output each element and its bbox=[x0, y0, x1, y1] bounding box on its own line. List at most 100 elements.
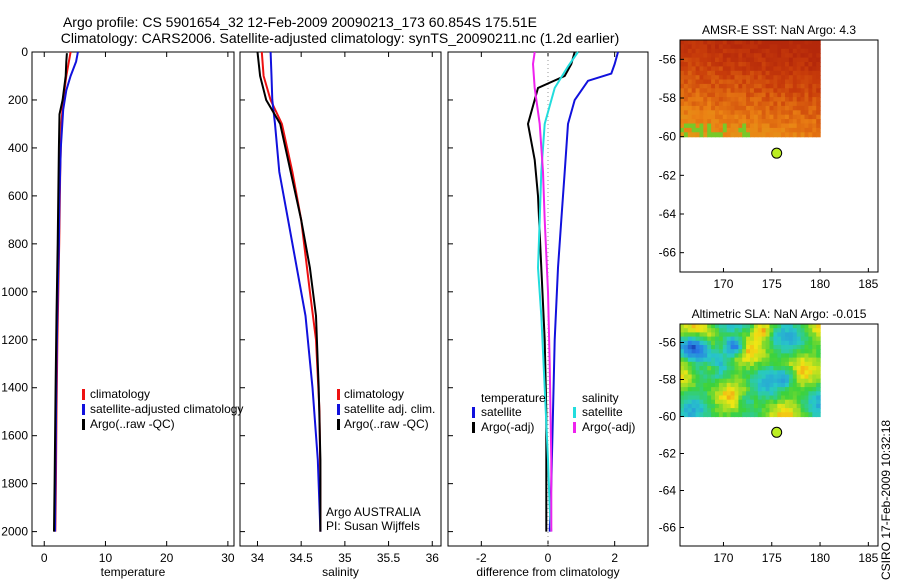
sst-heat-cell bbox=[738, 44, 743, 50]
sst-heat-cell bbox=[738, 105, 743, 111]
sst-heat-cell bbox=[746, 40, 751, 45]
sla-heat-cell bbox=[699, 382, 704, 388]
sla-heat-cell bbox=[773, 374, 778, 380]
sla-heat-cell bbox=[730, 382, 736, 388]
sst-heat-cell bbox=[750, 75, 755, 81]
sla-heat-cell bbox=[718, 378, 724, 384]
sla-heat-cell bbox=[804, 336, 809, 342]
sla-heat-cell bbox=[769, 391, 774, 397]
sst-heat-cell bbox=[726, 114, 732, 120]
sla-heat-cell bbox=[761, 408, 767, 413]
sst-heat-cell bbox=[734, 110, 739, 116]
sla-heat-cell bbox=[804, 340, 809, 346]
sst-heat-cell bbox=[715, 66, 720, 72]
sst-heat-cell bbox=[812, 105, 817, 111]
sst-heat-cell bbox=[812, 127, 817, 133]
sla-heat-cell bbox=[777, 349, 782, 354]
sst-heat-cell bbox=[765, 70, 771, 76]
sst-heat-cell bbox=[730, 88, 736, 94]
sst-heat-cell bbox=[781, 83, 786, 89]
sst-heat-cell bbox=[816, 97, 821, 103]
sst-heat-cell bbox=[734, 123, 739, 129]
sst-heat-cell bbox=[750, 66, 755, 72]
sst-heat-cell bbox=[699, 123, 704, 129]
sst-heat-cell bbox=[765, 83, 771, 89]
sla-heat-cell bbox=[711, 361, 716, 367]
sst-heat-cell bbox=[753, 88, 759, 94]
sst-heat-cell bbox=[715, 123, 720, 129]
sla-heat-cell bbox=[707, 357, 712, 363]
sla-heat-cell bbox=[765, 395, 771, 401]
sst-heat-cell bbox=[687, 101, 693, 107]
sst-heat-cell bbox=[796, 119, 802, 125]
sla-heat-cell bbox=[765, 399, 771, 405]
sst-heat-cell bbox=[773, 44, 778, 50]
temperature-xtick-label: 10 bbox=[99, 551, 113, 565]
sla-heat-cell bbox=[769, 382, 774, 388]
sla-heat-cell bbox=[757, 395, 763, 401]
sst-heat-cell bbox=[781, 79, 786, 85]
sla-heat-cell bbox=[687, 378, 693, 384]
sst-heat-cell bbox=[765, 127, 771, 133]
sst-heat-cell bbox=[695, 97, 701, 103]
sla-heat-cell bbox=[788, 395, 794, 401]
sst-heat-cell bbox=[781, 88, 786, 94]
sla-ytick-label: -60 bbox=[659, 410, 677, 424]
sst-heat-cell bbox=[734, 53, 739, 59]
sst-xtick-label: 175 bbox=[762, 277, 782, 291]
sla-heat-cell bbox=[757, 387, 763, 392]
sst-heat-cell bbox=[788, 105, 794, 111]
sla-heat-cell bbox=[804, 353, 809, 359]
sst-heat-cell bbox=[683, 70, 689, 76]
sla-xtick-label: 185 bbox=[858, 551, 878, 565]
sla-heat-cell bbox=[777, 345, 782, 350]
sst-heat-cell bbox=[757, 66, 763, 72]
sla-heat-cell bbox=[746, 370, 751, 376]
sla-heat-cell bbox=[765, 357, 771, 363]
sst-heat-cell bbox=[683, 110, 689, 116]
sst-heat-cell bbox=[726, 101, 732, 107]
sla-heat-cell bbox=[746, 349, 751, 354]
difference-xtick-label: 0 bbox=[545, 551, 552, 565]
sst-heat-cell bbox=[777, 75, 782, 81]
sst-heat-cell bbox=[773, 110, 778, 116]
sla-heat-cell bbox=[691, 403, 697, 409]
sla-heat-cell bbox=[738, 336, 743, 342]
sst-heat-cell bbox=[765, 105, 771, 111]
sst-heat-cell bbox=[804, 88, 809, 94]
sla-heat-cell bbox=[812, 353, 817, 359]
sla-heat-cell bbox=[715, 328, 720, 333]
sla-heat-cell bbox=[777, 328, 782, 333]
sst-heat-cell bbox=[808, 44, 813, 50]
sla-heat-cell bbox=[792, 408, 798, 413]
sla-heat-cell bbox=[781, 382, 786, 388]
sst-heat-cell bbox=[812, 44, 817, 50]
sla-heat-cell bbox=[718, 353, 724, 359]
sst-heat-cell bbox=[816, 48, 821, 54]
sst-heat-cell bbox=[769, 92, 774, 98]
sla-heat-cell bbox=[816, 403, 821, 409]
sla-heat-cell bbox=[777, 403, 782, 409]
sst-heat-cell bbox=[808, 92, 813, 98]
sst-heat-cell bbox=[730, 123, 736, 129]
sst-heat-cell bbox=[792, 97, 798, 103]
sst-heat-cell bbox=[742, 127, 747, 133]
sst-heat-cell bbox=[804, 132, 809, 138]
sla-heat-cell bbox=[804, 391, 809, 397]
sla-heat-cell bbox=[742, 324, 747, 329]
sla-heat-cell bbox=[800, 332, 806, 338]
sst-heat-cell bbox=[800, 79, 806, 85]
sla-heat-cell bbox=[757, 332, 763, 338]
salinity-series-satellite-adj-clim bbox=[269, 51, 322, 532]
sst-heat-cell bbox=[707, 79, 712, 85]
sla-heat-cell bbox=[742, 370, 747, 376]
sst-heat-cell bbox=[792, 70, 798, 76]
sla-heat-cell bbox=[769, 328, 774, 333]
sla-heat-cell bbox=[730, 366, 736, 371]
sst-heat-cell bbox=[788, 92, 794, 98]
sst-ytick-label: -56 bbox=[659, 52, 677, 66]
sla-heat-cell bbox=[715, 399, 720, 405]
sla-heat-cell bbox=[699, 399, 704, 405]
sla-heat-cell bbox=[804, 345, 809, 350]
sla-heat-cell bbox=[683, 395, 689, 401]
